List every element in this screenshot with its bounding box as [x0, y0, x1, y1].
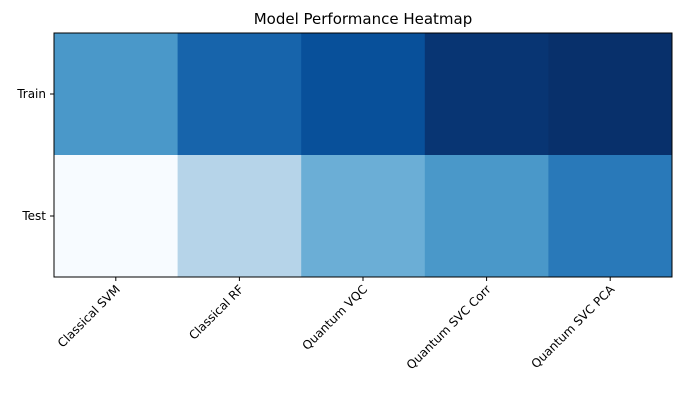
y-tick-label: Train: [16, 87, 46, 101]
heatmap-cell: [54, 33, 179, 156]
y-tick-label: Test: [21, 209, 46, 223]
heatmap-cell: [424, 155, 549, 278]
x-tick-label: Classical RF: [186, 282, 246, 342]
x-axis-ticks: Classical SVM Classical RF Quantum VQC Quan…: [55, 277, 618, 372]
heatmap-cell: [548, 33, 673, 156]
x-tick-label: Quantum SVC PCA: [528, 282, 617, 371]
x-tick-label: Quantum VQC: [300, 282, 371, 353]
heatmap-cells: [54, 33, 673, 278]
heatmap-cell: [54, 155, 179, 278]
heatmap-cell: [177, 155, 302, 278]
heatmap-cell: [177, 33, 302, 156]
heatmap-cell: [548, 155, 673, 278]
y-axis-ticks: Train Test: [16, 87, 54, 223]
x-tick-label: Quantum SVC Corr: [404, 282, 494, 372]
chart-title: Model Performance Heatmap: [254, 10, 473, 28]
heatmap-cell: [424, 33, 549, 156]
heatmap-cell: [301, 155, 426, 278]
heatmap-cell: [301, 33, 426, 156]
x-tick-label: Classical SVM: [55, 282, 123, 350]
